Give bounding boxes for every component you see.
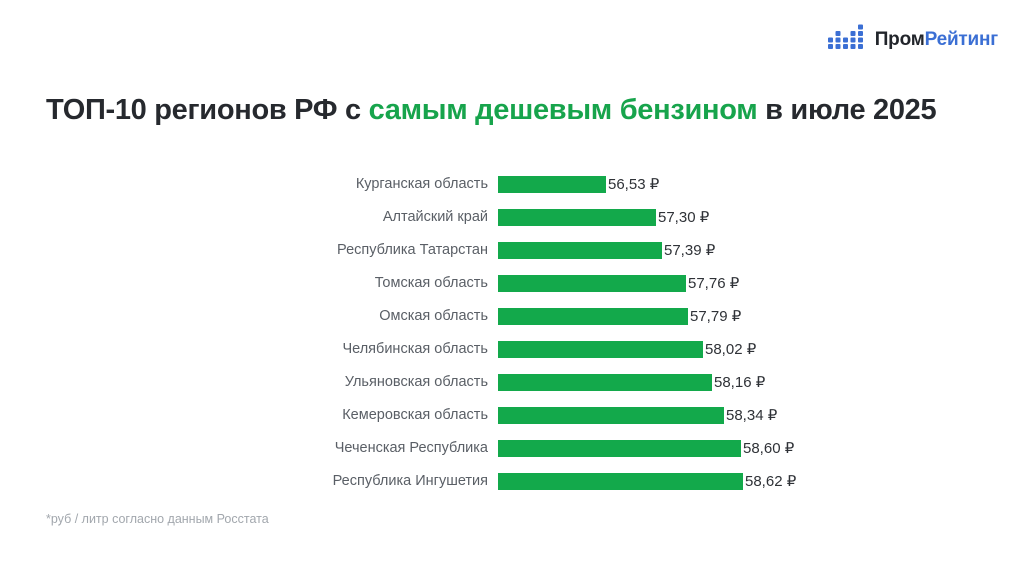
bar-chart: Курганская область 56,53 ₽ Алтайский край 5… xyxy=(0,168,1030,498)
bar-dots-logo-icon xyxy=(827,24,864,55)
chart-bar-value: 58,16 ₽ xyxy=(714,374,766,391)
chart-bar xyxy=(498,308,688,325)
chart-row-label: Алтайский край xyxy=(382,209,488,226)
chart-bar xyxy=(498,242,662,259)
chart-row-label: Челябинская область xyxy=(342,341,488,358)
chart-bar-value: 58,62 ₽ xyxy=(745,473,797,490)
brand-name-part1: Пром xyxy=(874,29,925,50)
chart-row-label: Кемеровская область xyxy=(342,407,488,424)
chart-row: Ульяновская область 58,16 ₽ xyxy=(0,366,1030,399)
chart-row: Республика Ингушетия 58,62 ₽ xyxy=(0,465,1030,498)
chart-row-label: Курганская область xyxy=(355,176,488,193)
chart-bar-value: 58,02 ₽ xyxy=(705,341,757,358)
chart-bar-value: 57,30 ₽ xyxy=(658,209,710,226)
title-after: в июле 2025 xyxy=(757,94,937,127)
chart-bar xyxy=(498,209,656,226)
page-title: ТОП-10 регионов РФ с самым дешевым бензи… xyxy=(46,93,976,129)
chart-bar xyxy=(498,374,712,391)
chart-row: Республика Татарстан 57,39 ₽ xyxy=(0,234,1030,267)
chart-bar-value: 57,39 ₽ xyxy=(664,242,716,259)
chart-row: Чеченская Республика 58,60 ₽ xyxy=(0,432,1030,465)
chart-bar xyxy=(498,473,743,490)
chart-bar-area: 58,34 ₽ xyxy=(498,399,1030,432)
chart-row: Омская область 57,79 ₽ xyxy=(0,300,1030,333)
brand-name: ПромРейтинг xyxy=(875,30,998,49)
chart-bar-area: 57,79 ₽ xyxy=(498,300,1030,333)
chart-row-label: Томская область xyxy=(374,275,488,292)
chart-bar-area: 57,39 ₽ xyxy=(498,234,1030,267)
chart-bar xyxy=(498,440,741,457)
chart-row-label: Омская область xyxy=(379,308,488,325)
chart-row: Челябинская область 58,02 ₽ xyxy=(0,333,1030,366)
chart-row-label: Республика Татарстан xyxy=(337,242,488,259)
chart-bar-value: 58,60 ₽ xyxy=(743,440,795,457)
chart-row-label: Чеченская Республика xyxy=(334,440,488,457)
chart-bar xyxy=(498,341,703,358)
brand-logo: ПромРейтинг xyxy=(827,24,998,55)
chart-bar-area: 57,30 ₽ xyxy=(498,201,1030,234)
chart-row: Алтайский край 57,30 ₽ xyxy=(0,201,1030,234)
chart-bar-area: 58,62 ₽ xyxy=(498,465,1030,498)
chart-bar-area: 58,02 ₽ xyxy=(498,333,1030,366)
title-before: ТОП-10 регионов РФ с xyxy=(46,94,369,127)
brand-name-part2: Рейтинг xyxy=(924,29,999,50)
chart-bar-area: 58,60 ₽ xyxy=(498,432,1030,465)
chart-row: Курганская область 56,53 ₽ xyxy=(0,168,1030,201)
chart-bar-value: 58,34 ₽ xyxy=(726,407,778,424)
chart-bar-value: 56,53 ₽ xyxy=(608,176,660,193)
chart-row: Кемеровская область 58,34 ₽ xyxy=(0,399,1030,432)
chart-row-label: Ульяновская область xyxy=(344,374,488,391)
chart-bar-area: 56,53 ₽ xyxy=(498,168,1030,201)
chart-row-label: Республика Ингушетия xyxy=(332,473,488,490)
chart-bar-value: 57,76 ₽ xyxy=(688,275,740,292)
chart-bar xyxy=(498,176,606,193)
chart-bar xyxy=(498,275,686,292)
chart-bar-area: 57,76 ₽ xyxy=(498,267,1030,300)
chart-bar-area: 58,16 ₽ xyxy=(498,366,1030,399)
chart-bar xyxy=(498,407,724,424)
chart-footnote: *руб / литр согласно данным Росстата xyxy=(46,512,269,526)
chart-bar-value: 57,79 ₽ xyxy=(690,308,742,325)
chart-row: Томская область 57,76 ₽ xyxy=(0,267,1030,300)
title-highlight: самым дешевым бензином xyxy=(368,94,758,127)
